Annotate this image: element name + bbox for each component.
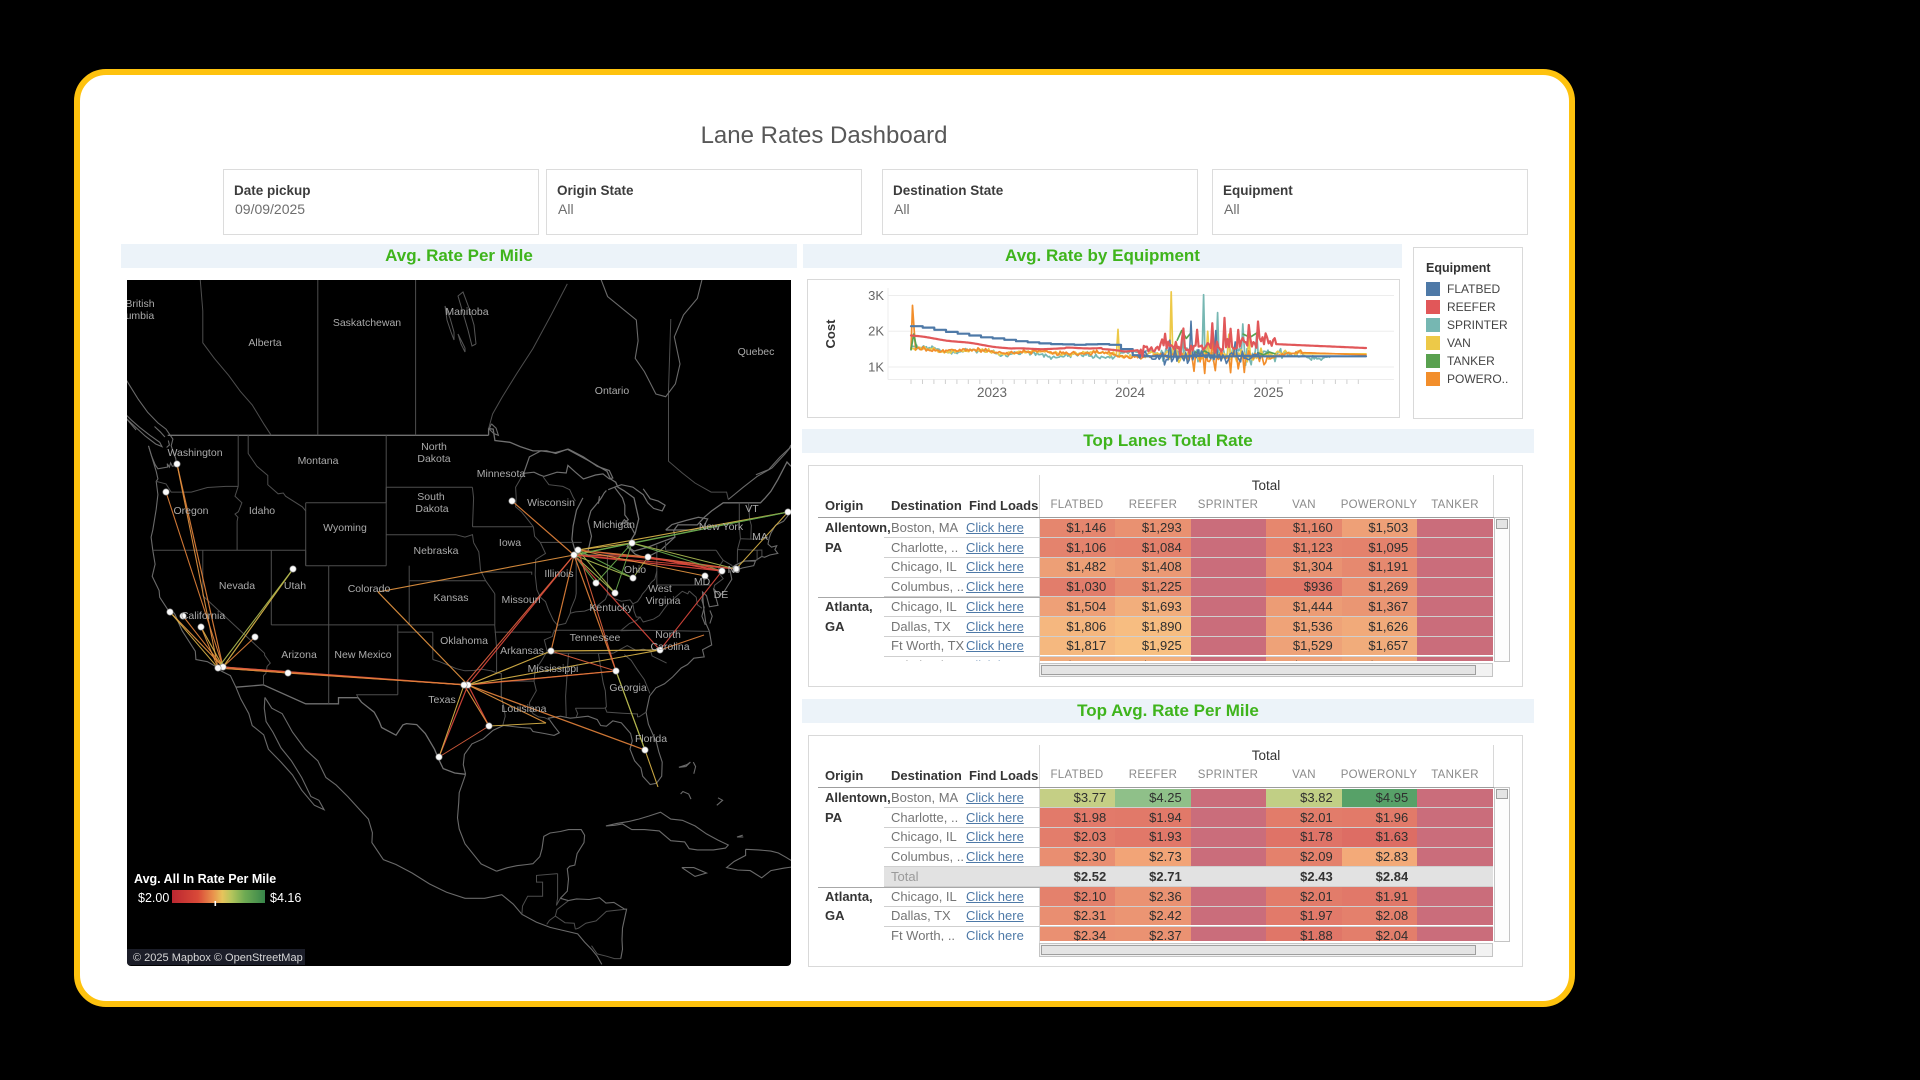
svg-text:Carolina: Carolina xyxy=(650,641,689,653)
svg-text:Ohio: Ohio xyxy=(624,564,646,576)
svg-text:Missouri: Missouri xyxy=(501,594,540,606)
svg-text:2K: 2K xyxy=(868,324,884,339)
svg-text:Mississippi: Mississippi xyxy=(528,663,579,675)
svg-text:Utah: Utah xyxy=(284,580,306,592)
svg-text:VT: VT xyxy=(745,503,759,515)
svg-text:MA: MA xyxy=(752,531,768,543)
svg-text:Oklahoma: Oklahoma xyxy=(440,635,488,647)
svg-text:Michigan: Michigan xyxy=(593,519,635,531)
svg-text:MD: MD xyxy=(694,576,711,588)
svg-text:$4.16: $4.16 xyxy=(270,891,301,905)
svg-text:Kentucky: Kentucky xyxy=(589,602,633,614)
svg-text:Ontario: Ontario xyxy=(595,385,630,397)
svg-text:South: South xyxy=(417,491,445,503)
svg-text:Iowa: Iowa xyxy=(499,537,521,549)
svg-text:Wisconsin: Wisconsin xyxy=(527,497,575,509)
svg-text:Dakota: Dakota xyxy=(417,453,450,465)
svg-text:Columbia: Columbia xyxy=(127,310,154,322)
svg-text:Manitoba: Manitoba xyxy=(445,306,488,318)
svg-text:New York: New York xyxy=(699,521,744,533)
svg-text:Nevada: Nevada xyxy=(219,580,255,592)
svg-text:3K: 3K xyxy=(868,288,884,303)
svg-text:Saskatchewan: Saskatchewan xyxy=(333,317,401,329)
svg-text:NJ: NJ xyxy=(728,564,741,576)
svg-text:Kansas: Kansas xyxy=(433,592,468,604)
svg-text:Dakota: Dakota xyxy=(415,503,448,515)
svg-text:$2.00: $2.00 xyxy=(138,891,169,905)
svg-text:2024: 2024 xyxy=(1115,385,1146,400)
svg-text:Florida: Florida xyxy=(635,733,667,745)
svg-text:© 2025 Mapbox © OpenStreetMap: © 2025 Mapbox © OpenStreetMap xyxy=(133,952,303,964)
svg-text:Alberta: Alberta xyxy=(248,337,281,349)
svg-text:Montana: Montana xyxy=(298,455,339,467)
svg-text:Oregon: Oregon xyxy=(173,505,208,517)
svg-text:1K: 1K xyxy=(868,360,884,375)
svg-text:Texas: Texas xyxy=(428,694,455,706)
svg-text:British: British xyxy=(127,298,155,310)
svg-text:Arizona: Arizona xyxy=(281,649,317,661)
svg-text:2025: 2025 xyxy=(1253,385,1283,400)
svg-text:Louisiana: Louisiana xyxy=(502,703,547,715)
svg-text:Illinois: Illinois xyxy=(544,568,573,580)
svg-text:Cost: Cost xyxy=(823,319,838,349)
svg-text:Virginia: Virginia xyxy=(646,595,681,607)
svg-text:North: North xyxy=(655,629,681,641)
svg-text:North: North xyxy=(421,441,447,453)
svg-text:Washington: Washington xyxy=(167,447,222,459)
svg-text:Wyoming: Wyoming xyxy=(323,522,367,534)
svg-text:Arkansas: Arkansas xyxy=(500,645,544,657)
svg-text:Minnesota: Minnesota xyxy=(477,468,526,480)
svg-text:West: West xyxy=(648,583,672,595)
svg-text:Georgia: Georgia xyxy=(609,682,647,694)
svg-text:DE: DE xyxy=(714,589,729,601)
svg-text:2023: 2023 xyxy=(977,385,1007,400)
svg-text:Idaho: Idaho xyxy=(249,505,275,517)
svg-text:Avg. All In Rate Per Mile: Avg. All In Rate Per Mile xyxy=(134,872,276,886)
svg-text:California: California xyxy=(181,610,226,622)
svg-text:Colorado: Colorado xyxy=(348,583,391,595)
svg-text:Nebraska: Nebraska xyxy=(414,545,459,557)
svg-text:Quebec: Quebec xyxy=(738,346,775,358)
svg-text:Tennessee: Tennessee xyxy=(570,632,621,644)
svg-text:New Mexico: New Mexico xyxy=(334,649,391,661)
